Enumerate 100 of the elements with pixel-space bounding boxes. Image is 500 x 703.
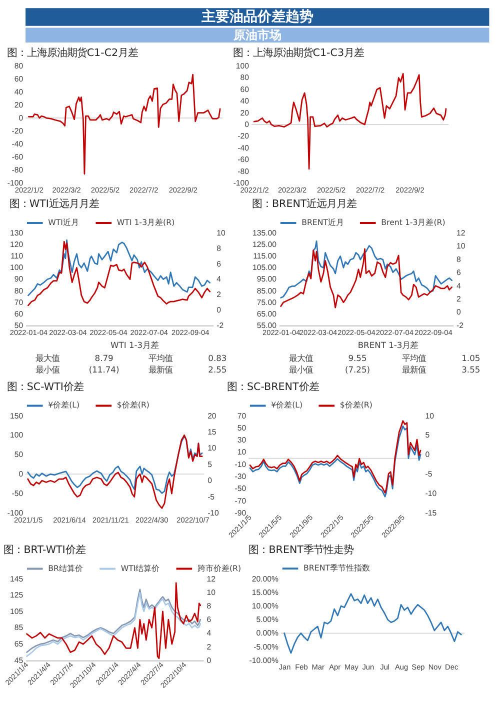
y-tick-label: 15.00% (252, 588, 279, 597)
chart-title: 图：BRT-WTI价差 (4, 544, 86, 556)
legend-label: WTI 1-3月差(R) (116, 218, 175, 227)
text: (11.74) (88, 364, 120, 375)
y-tick-label: 100 (236, 62, 250, 71)
y-tick-label: 40 (14, 88, 24, 97)
y-tick-label: 60 (14, 74, 24, 84)
y-tick-label: 50 (14, 450, 24, 460)
y-tick-label: 70 (14, 298, 24, 307)
y2-tick-label: -5 (208, 492, 216, 502)
y2-tick-label: 15 (208, 427, 217, 436)
y2-tick-label: 0 (208, 476, 213, 486)
line-series (280, 248, 452, 308)
legend-label: BRENT季节性指数 (304, 564, 370, 573)
y2-tick-label: 8 (206, 601, 212, 610)
y2-tick-label: 8 (456, 254, 462, 264)
y-tick-label: 80 (240, 73, 250, 82)
y-tick-label: 50 (237, 423, 247, 432)
y-tick-label: 0 (244, 120, 250, 129)
y-tick-label: 40 (240, 96, 250, 106)
legend-label: 跨市价差(R) (197, 564, 242, 573)
y-tick-label: 0 (18, 470, 24, 479)
y-tick-label: 50 (14, 320, 24, 330)
y2-tick-label: -10 (208, 508, 220, 518)
y-tick-label: -10.00% (249, 656, 279, 665)
text: 最小值 (288, 364, 313, 375)
y2-tick-label: 4 (216, 274, 222, 284)
y2-tick-label: 4 (206, 628, 212, 638)
text: 主要油品价差趋势 (200, 8, 314, 25)
y-tick-label: -90 (234, 508, 247, 518)
y-tick-label: 105 (10, 606, 24, 616)
y2-tick-label: 20 (208, 411, 217, 420)
y-tick-label: -100 (233, 178, 250, 188)
text: 2.55 (208, 364, 227, 375)
legend-label: $价差(R) (116, 400, 150, 410)
text: (7.25) (344, 364, 370, 375)
text: 原油市场 (232, 28, 282, 42)
y2-tick-label: 6 (456, 268, 462, 278)
text: 9.55 (348, 352, 367, 363)
y-tick-label: -50 (12, 489, 24, 498)
line-series (28, 240, 211, 306)
text: 最大值 (35, 352, 60, 363)
y-tick-label: 85.00 (256, 286, 278, 296)
line-series (280, 240, 452, 298)
y2-tick-label: 5 (425, 430, 430, 440)
y-tick-label: 45 (14, 656, 24, 665)
text: 最新值 (148, 364, 173, 375)
text: 平均值 (402, 352, 426, 363)
y-tick-label: 60 (14, 309, 24, 318)
text: 平均值 (148, 352, 173, 363)
y-tick-label: 20 (14, 100, 24, 110)
text: 8.79 (94, 352, 114, 363)
legend-label: ¥价差(L) (48, 400, 80, 410)
y-tick-label: -100 (7, 178, 24, 188)
y-tick-label: 100 (10, 430, 24, 440)
y-tick-label: -50 (234, 484, 247, 494)
y-tick-label: 135.00 (252, 228, 278, 238)
line-series (253, 73, 447, 170)
y-tick-label: 20.00% (252, 574, 279, 584)
y-tick-label: -40 (238, 143, 250, 152)
y2-tick-label: 8 (216, 244, 222, 253)
y-tick-label: 20 (240, 108, 250, 118)
y-tick-label: 30 (237, 436, 247, 445)
y-tick-label: -20 (238, 132, 250, 141)
y2-tick-label: -2 (456, 320, 464, 330)
y-tick-label: -80 (12, 165, 24, 174)
y-tick-label: 55.00 (256, 320, 278, 330)
y2-tick-label: 2 (206, 642, 212, 652)
y-tick-label: 130 (10, 228, 24, 238)
y-tick-label: 85 (14, 623, 24, 632)
legend-label: Brent 1-3月差(R) (381, 218, 446, 227)
y-tick-label: 145 (10, 574, 24, 584)
y-tick-label: 150 (10, 411, 24, 420)
chart-title: 图：WTI近远月月差 (9, 198, 99, 210)
y2-tick-label: 5 (208, 460, 213, 469)
line-series (27, 435, 203, 494)
text: WTI 1-3月差 (110, 340, 159, 350)
y-tick-label: 65.00 (256, 309, 278, 318)
y2-tick-label: 10 (208, 444, 217, 453)
y2-tick-label: -5 (425, 470, 433, 479)
y2-tick-label: 0 (456, 308, 462, 317)
chart-title: 图：上海原油期货C1-C2月差 (6, 46, 138, 59)
legend-label: BRENT近月 (302, 218, 344, 227)
legend-label: BR结算价 (48, 564, 83, 573)
text: 0.83 (208, 352, 227, 363)
legend-label: WTI结算价 (120, 564, 160, 573)
y2-tick-label: 10 (206, 588, 216, 597)
text: 3.55 (462, 364, 480, 375)
text: BRENT 1-3月差 (358, 340, 418, 350)
y2-tick-label: 10 (456, 242, 466, 251)
y2-tick-label: 10 (216, 228, 226, 238)
text: 最小值 (35, 364, 60, 375)
line-series (28, 239, 211, 296)
y-tick-label: 105.00 (252, 263, 278, 272)
y2-tick-label: 10 (425, 411, 435, 420)
line-series (284, 593, 462, 654)
y-tick-label: 90 (14, 274, 24, 284)
y-tick-label: 70 (237, 411, 247, 420)
y2-tick-label: 2 (456, 294, 461, 304)
y-tick-label: 5.00% (256, 615, 279, 624)
